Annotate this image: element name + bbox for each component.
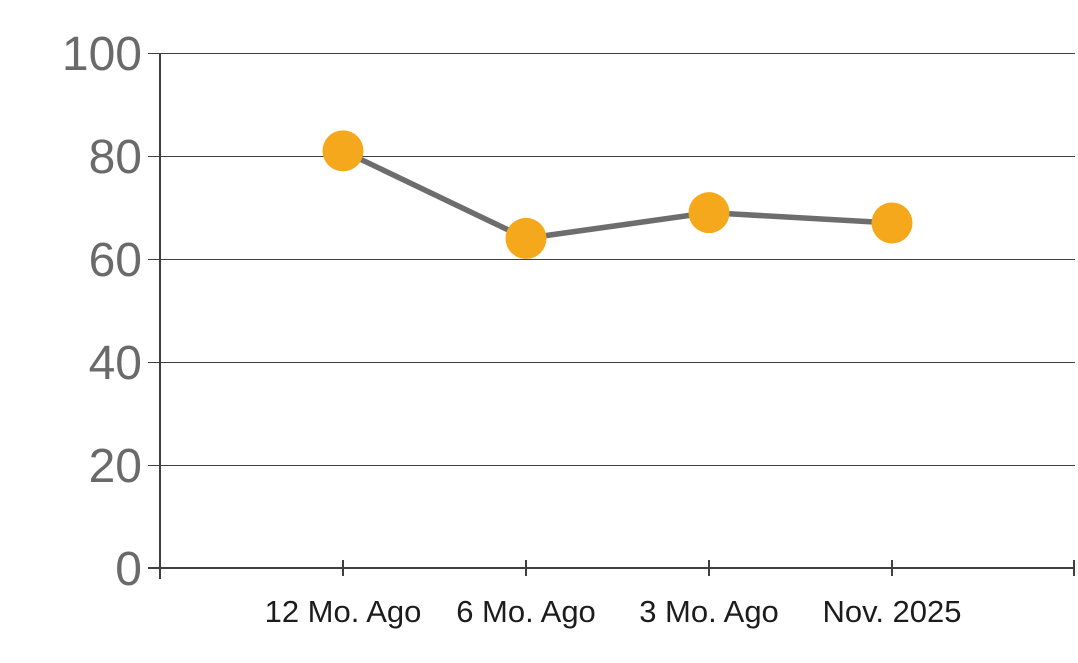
data-point-nov-2025	[871, 202, 913, 244]
x-axis-tick	[708, 560, 710, 576]
gridline-60	[148, 259, 1075, 260]
y-tick-label: 0	[115, 543, 142, 596]
y-tick-label: 60	[88, 234, 142, 287]
data-point-3-mo-ago	[688, 192, 730, 234]
x-tick-label: 12 Mo. Ago	[264, 594, 422, 629]
y-tick-label: 20	[88, 440, 142, 493]
data-point-12-mo-ago	[322, 130, 364, 172]
y-tick-label: 80	[88, 131, 142, 184]
x-axis-tick	[891, 560, 893, 576]
gridline-20	[148, 465, 1075, 466]
series-line	[341, 148, 893, 242]
data-point-6-mo-ago	[505, 217, 547, 259]
gridline-40	[148, 362, 1075, 363]
x-tick-label: 3 Mo. Ago	[639, 594, 779, 629]
x-axis-tick	[342, 560, 344, 576]
x-axis-tick	[1073, 560, 1075, 576]
gridline-100	[148, 53, 1075, 54]
gridline-80	[148, 156, 1075, 157]
x-axis-tick	[525, 560, 527, 576]
y-axis-line	[159, 53, 161, 579]
x-tick-label: Nov. 2025	[822, 594, 962, 629]
x-tick-label: 6 Mo. Ago	[456, 594, 596, 629]
y-tick-label: 100	[61, 28, 142, 81]
y-tick-label: 40	[88, 337, 142, 390]
x-axis-line	[148, 567, 1075, 569]
